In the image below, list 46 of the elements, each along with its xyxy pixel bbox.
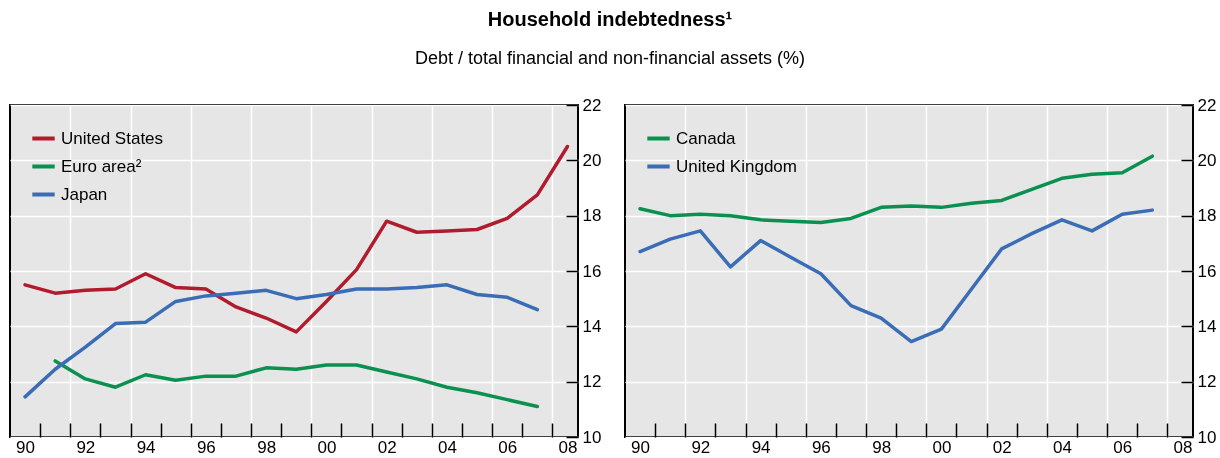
x-tick-label: 06	[498, 437, 518, 457]
y-tick-label: 20	[582, 150, 602, 170]
y-tick-label: 10	[582, 427, 602, 447]
line-series	[638, 154, 1155, 225]
legend-label: United Kingdom	[676, 156, 797, 176]
y-tick-label: 12	[582, 372, 602, 392]
y-tick-label: 22	[1197, 95, 1217, 115]
x-tick-label: 96	[811, 437, 831, 457]
legend-label: Euro area²	[61, 156, 142, 176]
line-series	[23, 283, 540, 399]
legend-label: Japan	[61, 184, 108, 204]
x-tick-label: 98	[872, 437, 892, 457]
y-tick-label: 18	[1197, 206, 1217, 226]
y-tick-label: 22	[582, 95, 602, 115]
line-series	[23, 144, 570, 334]
x-tick-label: 08	[1173, 437, 1193, 457]
x-tick-label: 94	[751, 437, 771, 457]
x-tick-label: 98	[257, 437, 277, 457]
y-tick-label: 14	[582, 316, 602, 336]
x-tick-label: 00	[317, 437, 337, 457]
x-tick-label: 90	[16, 437, 36, 457]
line-series	[638, 208, 1155, 344]
line-series	[53, 359, 540, 409]
x-tick-label: 92	[76, 437, 96, 457]
x-tick-label: 96	[196, 437, 216, 457]
y-tick-label: 10	[1197, 427, 1217, 447]
y-tick-label: 16	[1197, 261, 1217, 281]
x-tick-label: 92	[691, 437, 711, 457]
x-tick-label: 02	[377, 437, 397, 457]
y-tick-label: 16	[582, 261, 602, 281]
x-tick-label: 02	[992, 437, 1012, 457]
chart-title: Household indebtedness¹	[486, 7, 734, 32]
x-tick-label: 00	[932, 437, 952, 457]
x-tick-label: 06	[1113, 437, 1133, 457]
legend-label: Canada	[676, 128, 737, 148]
x-tick-label: 04	[1052, 437, 1072, 457]
x-tick-label: 90	[631, 437, 651, 457]
x-tick-label: 94	[136, 437, 156, 457]
x-tick-label: 08	[558, 437, 578, 457]
y-tick-label: 18	[582, 206, 602, 226]
legend-label: United States	[61, 128, 164, 148]
y-tick-label: 12	[1197, 372, 1217, 392]
y-tick-label: 14	[1197, 316, 1217, 336]
x-tick-label: 04	[437, 437, 457, 457]
y-tick-label: 20	[1197, 150, 1217, 170]
chart-subtitle: Debt / total financial and non-financial assets (%)	[413, 47, 807, 69]
